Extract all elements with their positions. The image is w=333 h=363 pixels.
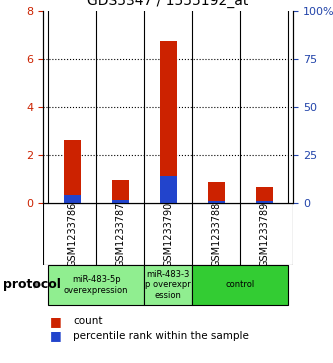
Bar [208,182,224,203]
Bar [112,200,129,203]
Text: protocol: protocol [3,278,61,291]
Bar [256,201,273,203]
Bar [160,41,176,203]
Bar [192,265,288,305]
Text: GSM1233790: GSM1233790 [163,201,173,267]
Text: ■: ■ [50,315,62,328]
Bar [112,180,129,203]
Text: control: control [225,281,255,289]
Text: ■: ■ [50,329,62,342]
Text: miR-483-3
p overexpr
ession: miR-483-3 p overexpr ession [145,270,191,300]
Bar [256,187,273,203]
Text: GSM1233787: GSM1233787 [115,201,125,267]
Bar [64,195,81,203]
Bar [64,139,81,203]
Text: count: count [73,316,103,326]
Text: GSM1233786: GSM1233786 [67,201,77,267]
Text: percentile rank within the sample: percentile rank within the sample [73,331,249,341]
Bar [48,265,144,305]
Text: GSM1233788: GSM1233788 [211,201,221,267]
Bar [160,176,176,203]
Bar [208,201,224,203]
Bar [144,265,192,305]
Text: GSM1233789: GSM1233789 [259,201,269,267]
Title: GDS5347 / 1555192_at: GDS5347 / 1555192_at [88,0,249,8]
Text: miR-483-5p
overexpression: miR-483-5p overexpression [64,275,129,295]
